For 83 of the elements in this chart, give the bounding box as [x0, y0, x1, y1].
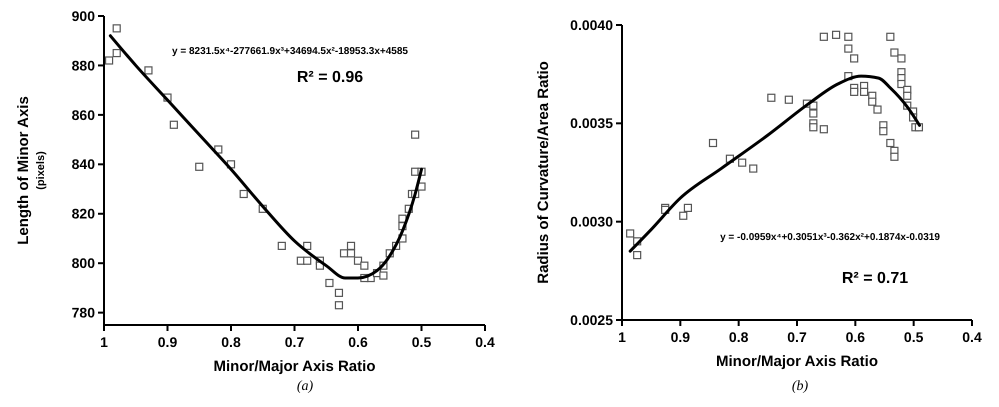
point	[398, 214, 407, 223]
point	[820, 32, 828, 41]
point	[903, 92, 912, 100]
point	[886, 138, 894, 148]
y-tick-label: 900	[72, 8, 96, 24]
y-tick-label: 820	[72, 206, 96, 222]
y-tick-label: 880	[72, 57, 96, 74]
point	[112, 24, 121, 32]
y-tick-label: 840	[72, 156, 96, 172]
y-tick-label: 800	[72, 255, 96, 272]
text: (a)	[296, 379, 314, 394]
point	[144, 66, 153, 74]
point	[360, 262, 368, 270]
point	[708, 138, 718, 148]
point	[354, 256, 362, 265]
point	[684, 204, 692, 212]
annotation: R² = 0.71	[842, 270, 908, 287]
y-tick-label: 0.0025	[570, 312, 614, 328]
point	[844, 32, 852, 41]
y-tick-label: 0.0030	[570, 214, 614, 230]
point	[633, 251, 642, 260]
point	[749, 164, 758, 173]
point	[303, 256, 312, 265]
point	[104, 56, 114, 65]
point	[879, 127, 888, 136]
x-tick-label: 0.7	[787, 329, 807, 345]
x-axis-title: Minor/Major Axis Ratio	[214, 358, 376, 375]
x-tick-label: 1	[100, 334, 108, 350]
point	[844, 44, 852, 53]
point	[738, 158, 746, 167]
x-tick-label: 0.6	[348, 334, 368, 350]
point	[809, 123, 818, 132]
y-axis-title: Radius of Curvature/Area Ratio	[535, 61, 552, 284]
y-tick-label: 0.0040	[570, 16, 614, 33]
point	[379, 271, 388, 280]
y-axis-title: Length of Minor Axis (pixels)	[15, 96, 47, 245]
x-tick-label: 0.5	[904, 329, 924, 345]
x-tick-label: 0.8	[728, 329, 749, 345]
point	[626, 229, 634, 238]
x-tick-label: 0.4	[475, 334, 495, 350]
y-tick-label: 0.0035	[570, 115, 614, 132]
y-tick-label: 860	[72, 106, 96, 123]
point	[809, 109, 818, 118]
point	[850, 54, 858, 63]
point	[411, 130, 420, 139]
y-tick-label: 780	[72, 304, 96, 321]
x-axis-title: Minor/Major Axis Ratio	[716, 353, 878, 370]
x-tick-label: 0.6	[846, 329, 866, 345]
point	[886, 32, 894, 41]
x-tick-label: 0.8	[221, 334, 241, 350]
point	[325, 278, 334, 288]
point	[832, 30, 840, 39]
point	[897, 54, 906, 63]
point	[195, 162, 204, 171]
x-tick-label: 0.9	[670, 329, 690, 345]
point	[890, 152, 899, 161]
point	[334, 288, 344, 297]
x-tick-label: 0.7	[284, 334, 304, 350]
point	[860, 88, 868, 96]
point	[334, 301, 344, 310]
annotation: R² = 0.96	[296, 69, 364, 86]
point	[767, 94, 776, 102]
point	[240, 190, 248, 198]
point	[170, 120, 178, 129]
point	[850, 88, 858, 96]
point	[784, 96, 793, 104]
annotation: y = 8231.5x⁴-277661.9x³+34694.5x²-18953.3x+4585	[172, 46, 408, 57]
point	[890, 48, 899, 57]
text: (b)	[792, 379, 808, 394]
annotation: y = -0.0959x⁴+0.3051x³-0.362x²+0.1874x-0.0319	[720, 232, 940, 243]
point	[303, 242, 312, 250]
point	[897, 80, 906, 88]
point	[278, 242, 286, 250]
point	[340, 249, 348, 258]
x-tick-label: 0.9	[158, 334, 178, 350]
point	[679, 212, 688, 220]
point	[820, 125, 828, 134]
x-tick-label: 0.4	[962, 329, 982, 345]
x-tick-label: 1	[618, 329, 626, 345]
point	[112, 48, 121, 58]
point	[873, 105, 882, 114]
x-tick-label: 0.5	[412, 334, 432, 350]
point	[868, 98, 876, 106]
